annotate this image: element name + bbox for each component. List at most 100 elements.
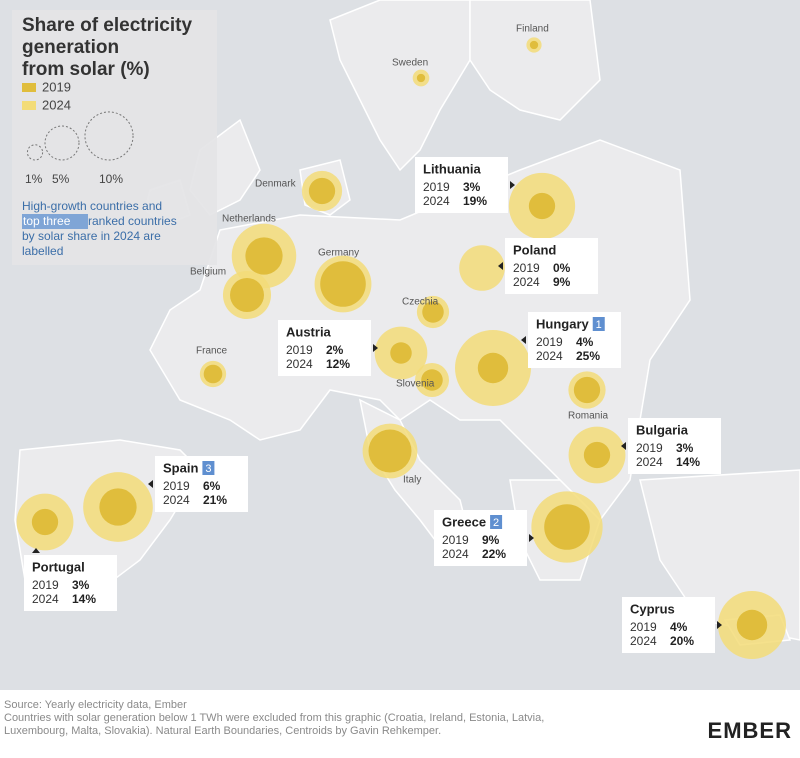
bubble-2019 <box>230 278 264 312</box>
title: generation <box>22 37 119 58</box>
title: from solar (%) <box>22 59 150 80</box>
callout-year: 2019 <box>630 620 657 634</box>
rank-number: 2 <box>493 517 499 529</box>
bubble-2019 <box>99 488 137 526</box>
callout-value: 14% <box>676 455 700 469</box>
legend-swatch <box>22 101 36 110</box>
footer-text: Source: Yearly electricity data, Ember <box>4 699 187 711</box>
callout-pointer <box>373 344 378 352</box>
callout-value: 21% <box>203 493 227 507</box>
footer-text: Countries with solar generation below 1 … <box>4 712 544 724</box>
callout-name: Austria <box>286 324 332 339</box>
bubble-2019 <box>245 237 283 275</box>
callout-value: 4% <box>576 335 594 349</box>
callout-box <box>155 456 248 512</box>
callout-name: Spain <box>163 460 198 475</box>
legend-swatch <box>22 83 36 92</box>
legend-size-circle <box>84 111 134 161</box>
callout-box <box>628 418 721 474</box>
country-name: Czechia <box>402 297 439 308</box>
note-highlight <box>22 214 88 229</box>
legend-label: 2024 <box>42 97 71 112</box>
callout-year: 2019 <box>423 180 450 194</box>
legend-note: labelled <box>22 244 63 258</box>
rank-badge <box>592 317 605 331</box>
callout-name: Greece <box>442 514 486 529</box>
rank-badge <box>202 461 215 475</box>
bubble-2019 <box>422 301 444 323</box>
country-name: Italy <box>403 475 421 486</box>
callout-year: 2019 <box>442 533 469 547</box>
bubble-2019 <box>529 40 539 50</box>
callout-pointer <box>148 480 153 488</box>
callout-pointer <box>32 548 40 553</box>
callout-value: 14% <box>72 592 96 606</box>
callout-value: 20% <box>670 634 694 648</box>
title: Share of electricity <box>22 15 192 36</box>
callout-name: Poland <box>513 242 556 257</box>
callout-value: 3% <box>72 578 90 592</box>
country-name: Belgium <box>190 267 226 278</box>
legend-note: top three <box>23 214 71 228</box>
callout-year: 2024 <box>442 547 469 561</box>
country-name: Denmark <box>255 179 297 190</box>
bubble-2019 <box>477 352 509 384</box>
country-name: France <box>196 346 228 357</box>
country-name: Slovenia <box>396 379 435 390</box>
callout-box <box>622 597 715 653</box>
country-name: Romania <box>568 411 608 422</box>
callout-pointer <box>529 534 534 542</box>
callout-year: 2019 <box>536 335 563 349</box>
bubble-2019 <box>390 342 412 364</box>
callout-year: 2024 <box>536 349 563 363</box>
callout-pointer <box>717 621 722 629</box>
callout-value: 19% <box>463 194 487 208</box>
bubble-2019 <box>736 609 768 641</box>
callout-name: Bulgaria <box>636 422 689 437</box>
bubble-2019 <box>528 192 556 220</box>
legend-size-circle <box>44 125 80 161</box>
rank-badge <box>490 515 503 529</box>
callout-year: 2024 <box>423 194 450 208</box>
callout-value: 25% <box>576 349 600 363</box>
logo: EMBER <box>708 718 792 743</box>
callout-value: 3% <box>676 441 694 455</box>
legend-size-label: 10% <box>99 172 123 186</box>
legend-note: ranked countries <box>88 214 177 228</box>
callout-pointer <box>621 442 626 450</box>
bubble-2019 <box>421 369 443 391</box>
callout-year: 2024 <box>286 357 313 371</box>
footer-background <box>0 690 800 753</box>
bubble-2019 <box>573 376 601 404</box>
callout-pointer <box>510 181 515 189</box>
callout-box <box>434 510 527 566</box>
callout-pointer <box>521 336 526 344</box>
callout-value: 6% <box>203 479 221 493</box>
callout-year: 2019 <box>513 261 540 275</box>
callout-name: Hungary <box>536 316 590 331</box>
callout-year: 2024 <box>32 592 59 606</box>
country-name: Germany <box>318 248 359 259</box>
legend-size-label: 1% <box>25 172 43 186</box>
callout-box <box>415 157 508 213</box>
callout-box <box>505 238 598 294</box>
callout-name: Cyprus <box>630 601 675 616</box>
callout-year: 2019 <box>286 343 313 357</box>
callout-box <box>528 312 621 368</box>
bubble-2019 <box>583 441 611 469</box>
country-name: Netherlands <box>222 214 276 225</box>
callout-value: 3% <box>463 180 481 194</box>
country-name: Finland <box>516 24 549 35</box>
callout-name: Lithuania <box>423 161 482 176</box>
bubble-2019 <box>544 504 590 550</box>
callout-value: 2% <box>326 343 344 357</box>
callout-value: 9% <box>482 533 500 547</box>
callout-year: 2024 <box>630 634 657 648</box>
legend-size-label: 5% <box>52 172 70 186</box>
rank-number: 1 <box>596 319 602 331</box>
callout-year: 2024 <box>163 493 190 507</box>
bubble-2019 <box>308 177 336 205</box>
